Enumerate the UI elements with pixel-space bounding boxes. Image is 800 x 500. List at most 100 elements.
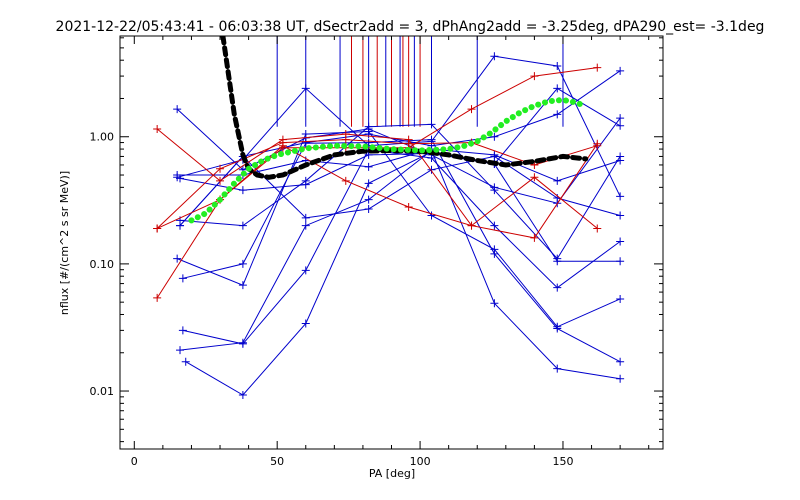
- series-point-6-1: [238, 339, 247, 348]
- y-tick-label-0: 0.01: [90, 385, 115, 398]
- x-tick-label-2: 100: [410, 455, 431, 468]
- series-point-15-3: [341, 135, 350, 144]
- series-point-2-7: [616, 192, 625, 201]
- plot-marks: [153, 36, 625, 400]
- series-point-14-0: [153, 293, 162, 302]
- series-point-8-1: [238, 281, 247, 290]
- series-line-7: [185, 151, 621, 396]
- series-line-8: [177, 130, 621, 328]
- series-point-7-0: [181, 357, 190, 366]
- series-point-4-7: [616, 357, 625, 366]
- series-point-2-2: [301, 84, 310, 93]
- series-point-6-0: [178, 326, 187, 335]
- series-point-13-5: [467, 221, 476, 230]
- series-point-3-2: [301, 213, 310, 222]
- series-point-9-1: [238, 221, 247, 230]
- series-point-1-7: [616, 121, 625, 130]
- series-point-8-7: [616, 294, 625, 303]
- series-point-14-5: [467, 105, 476, 114]
- x-tick-label-0: 0: [131, 455, 138, 468]
- series-point-7-7: [616, 257, 625, 266]
- series-point-4-3: [364, 138, 373, 147]
- series-point-2-6: [553, 62, 562, 71]
- series-point-7-1: [238, 391, 247, 400]
- fit-curve-1: [188, 96, 589, 224]
- series-line-13: [156, 145, 598, 229]
- series-line-12: [156, 128, 598, 239]
- series-point-14-7: [593, 63, 602, 72]
- series-point-5-5: [490, 299, 499, 308]
- axes: 0 50 100 150 0.01 0.10 1.00: [90, 36, 663, 468]
- series-point-10-5: [490, 150, 499, 159]
- series-point-13-3: [341, 176, 350, 185]
- series-point-6-2: [301, 266, 310, 275]
- y-tick-label-1: 0.10: [90, 258, 115, 271]
- series-point-14-6: [530, 72, 539, 81]
- series-point-15-2: [278, 138, 287, 147]
- series-point-15-0: [153, 224, 162, 233]
- series-point-5-3: [364, 195, 373, 204]
- series-point-11-7: [616, 66, 625, 75]
- series-point-13-4: [404, 203, 413, 212]
- series-point-1-1: [238, 186, 247, 195]
- series-point-0-7: [616, 114, 625, 123]
- series-point-7-2: [301, 319, 310, 328]
- series-point-4-1: [238, 259, 247, 268]
- series-point-9-5: [490, 186, 499, 195]
- x-axis-label: PA [deg]: [369, 467, 415, 480]
- series-point-13-6: [530, 173, 539, 182]
- series-line-6: [182, 149, 621, 345]
- series-point-9-3: [364, 122, 373, 131]
- series-point-5-7: [616, 374, 625, 383]
- series-line-11: [179, 70, 621, 226]
- y-axis-label: nflux [#/(cm^2 s sr MeV)]: [58, 171, 71, 315]
- series-point-8-6: [553, 322, 562, 331]
- series-point-9-4: [427, 120, 436, 129]
- series-point-5-2: [301, 221, 310, 230]
- chart-title: 2021-12-22/05:43:41 - 06:03:38 UT, dSect…: [56, 19, 765, 35]
- series-point-11-5: [490, 132, 499, 141]
- series-line-4: [182, 139, 621, 363]
- series-line-5: [179, 149, 621, 380]
- series-point-3-7: [616, 211, 625, 220]
- x-tick-label-1: 50: [270, 455, 284, 468]
- series-point-10-7: [616, 156, 625, 165]
- series-point-12-1: [216, 176, 225, 185]
- series-point-7-3: [364, 179, 373, 188]
- series-point-8-2: [301, 130, 310, 139]
- y-tick-label-2: 1.00: [90, 131, 115, 144]
- series-line-9: [179, 123, 621, 260]
- series-point-2-5: [490, 52, 499, 61]
- series-point-10-6: [553, 176, 562, 185]
- series-point-6-6: [553, 283, 562, 292]
- series-point-12-6: [530, 233, 539, 242]
- series-point-1-6: [553, 84, 562, 93]
- series-point-9-2: [301, 176, 310, 185]
- series-point-12-0: [153, 125, 162, 134]
- series-point-15-7: [593, 141, 602, 150]
- series-point-8-4: [427, 211, 436, 220]
- series-point-6-5: [490, 221, 499, 230]
- series-point-9-6: [553, 254, 562, 263]
- series-point-11-0: [176, 221, 185, 230]
- series-point-4-0: [178, 274, 187, 283]
- series-point-15-4: [404, 139, 413, 148]
- series-point-15-1: [216, 164, 225, 173]
- series-point-3-3: [364, 205, 373, 214]
- series-point-0-0: [173, 105, 182, 114]
- series-point-3-4: [427, 165, 436, 174]
- series-point-6-7: [616, 237, 625, 246]
- series-point-5-0: [176, 346, 185, 355]
- x-tick-label-3: 150: [552, 455, 573, 468]
- series-point-11-6: [553, 110, 562, 119]
- series-point-11-2: [301, 138, 310, 147]
- series-point-8-5: [490, 245, 499, 254]
- series-point-5-6: [553, 364, 562, 373]
- series-point-13-7: [593, 224, 602, 233]
- plot-area: [153, 36, 625, 400]
- series-point-8-0: [173, 254, 182, 263]
- series-point-11-3: [364, 130, 373, 139]
- series-point-10-0: [173, 171, 182, 180]
- series-point-10-3: [364, 162, 373, 171]
